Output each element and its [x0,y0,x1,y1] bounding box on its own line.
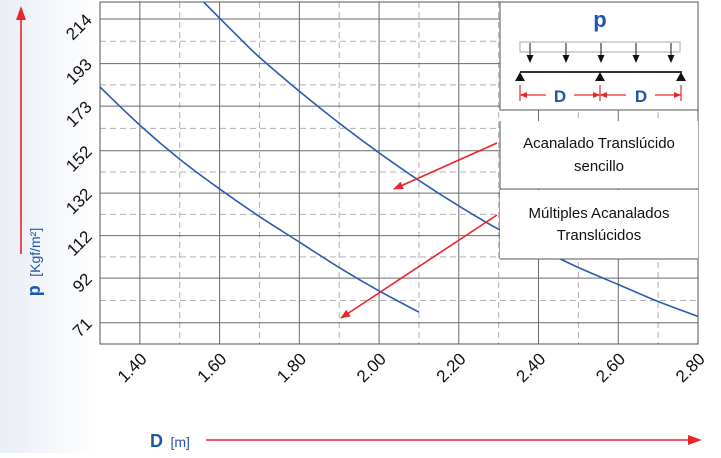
annotation-2-line-2: Translúcidos [557,227,641,244]
load-arrow-head [597,55,605,63]
support-right-icon [676,72,686,81]
y-axis-title: p [Kgf/m²] [24,228,44,296]
series-line-2 [100,86,420,313]
x-tick-label: 2.20 [433,349,470,386]
load-arrow-head [632,55,640,63]
curves [100,2,698,318]
inset-span-label-1: D [554,87,566,106]
x-axis-unit: [m] [170,434,189,450]
inset-load-arrows [526,43,675,63]
load-arrow-head [526,55,534,63]
y-axis-symbol: p [24,285,44,296]
inset-load-label: p [593,7,606,32]
x-tick-label: 2.00 [353,349,390,386]
annotation-2: Múltiples Acanalados Translúcidos [500,190,698,260]
x-tick-label: 2.60 [592,349,629,386]
x-tick-label: 2.40 [513,349,550,386]
inset-load-block [519,41,681,53]
annotation-1-line-2: sencillo [574,158,624,175]
x-tick-label: 2.80 [672,349,709,386]
annotation-2-box [500,190,698,259]
support-left-icon [515,72,525,81]
beam-inset: p D D [499,1,699,111]
inset-dimension-arrowheads [520,92,681,98]
inset-span-label-2: D [635,87,647,106]
x-tick-label: 1.60 [194,349,231,386]
x-axis-red-arrow-head [688,435,702,445]
y-axis-unit: [Kgf/m²] [27,228,43,277]
annotation-1: Acanalado Translúcido sencillo [499,121,698,259]
svg-text:p [Kgf/m²]: p [Kgf/m²] [24,228,44,296]
series-line-1 [203,2,698,318]
x-tick-label: 1.80 [273,349,310,386]
annotation-1-box [500,121,698,189]
annotation-2-arrow [340,214,498,319]
x-axis-symbol: D [150,431,163,451]
annotation-2-line-1: Múltiples Acanalados [529,205,670,222]
x-tick-labels: 1.40 1.60 1.80 2.00 2.20 2.40 2.60 2.80 [114,349,709,386]
support-mid-icon [595,72,605,81]
y-axis-red-arrow-head [16,6,26,20]
x-tick-label: 1.40 [114,349,151,386]
load-arrow-head [667,55,675,63]
load-arrow-head [562,55,570,63]
annotation-1-arrow [393,142,498,190]
annotation-1-line-1: Acanalado Translúcido [523,135,675,152]
x-axis-title: D [m] [150,431,190,451]
left-margin-background [0,0,100,453]
